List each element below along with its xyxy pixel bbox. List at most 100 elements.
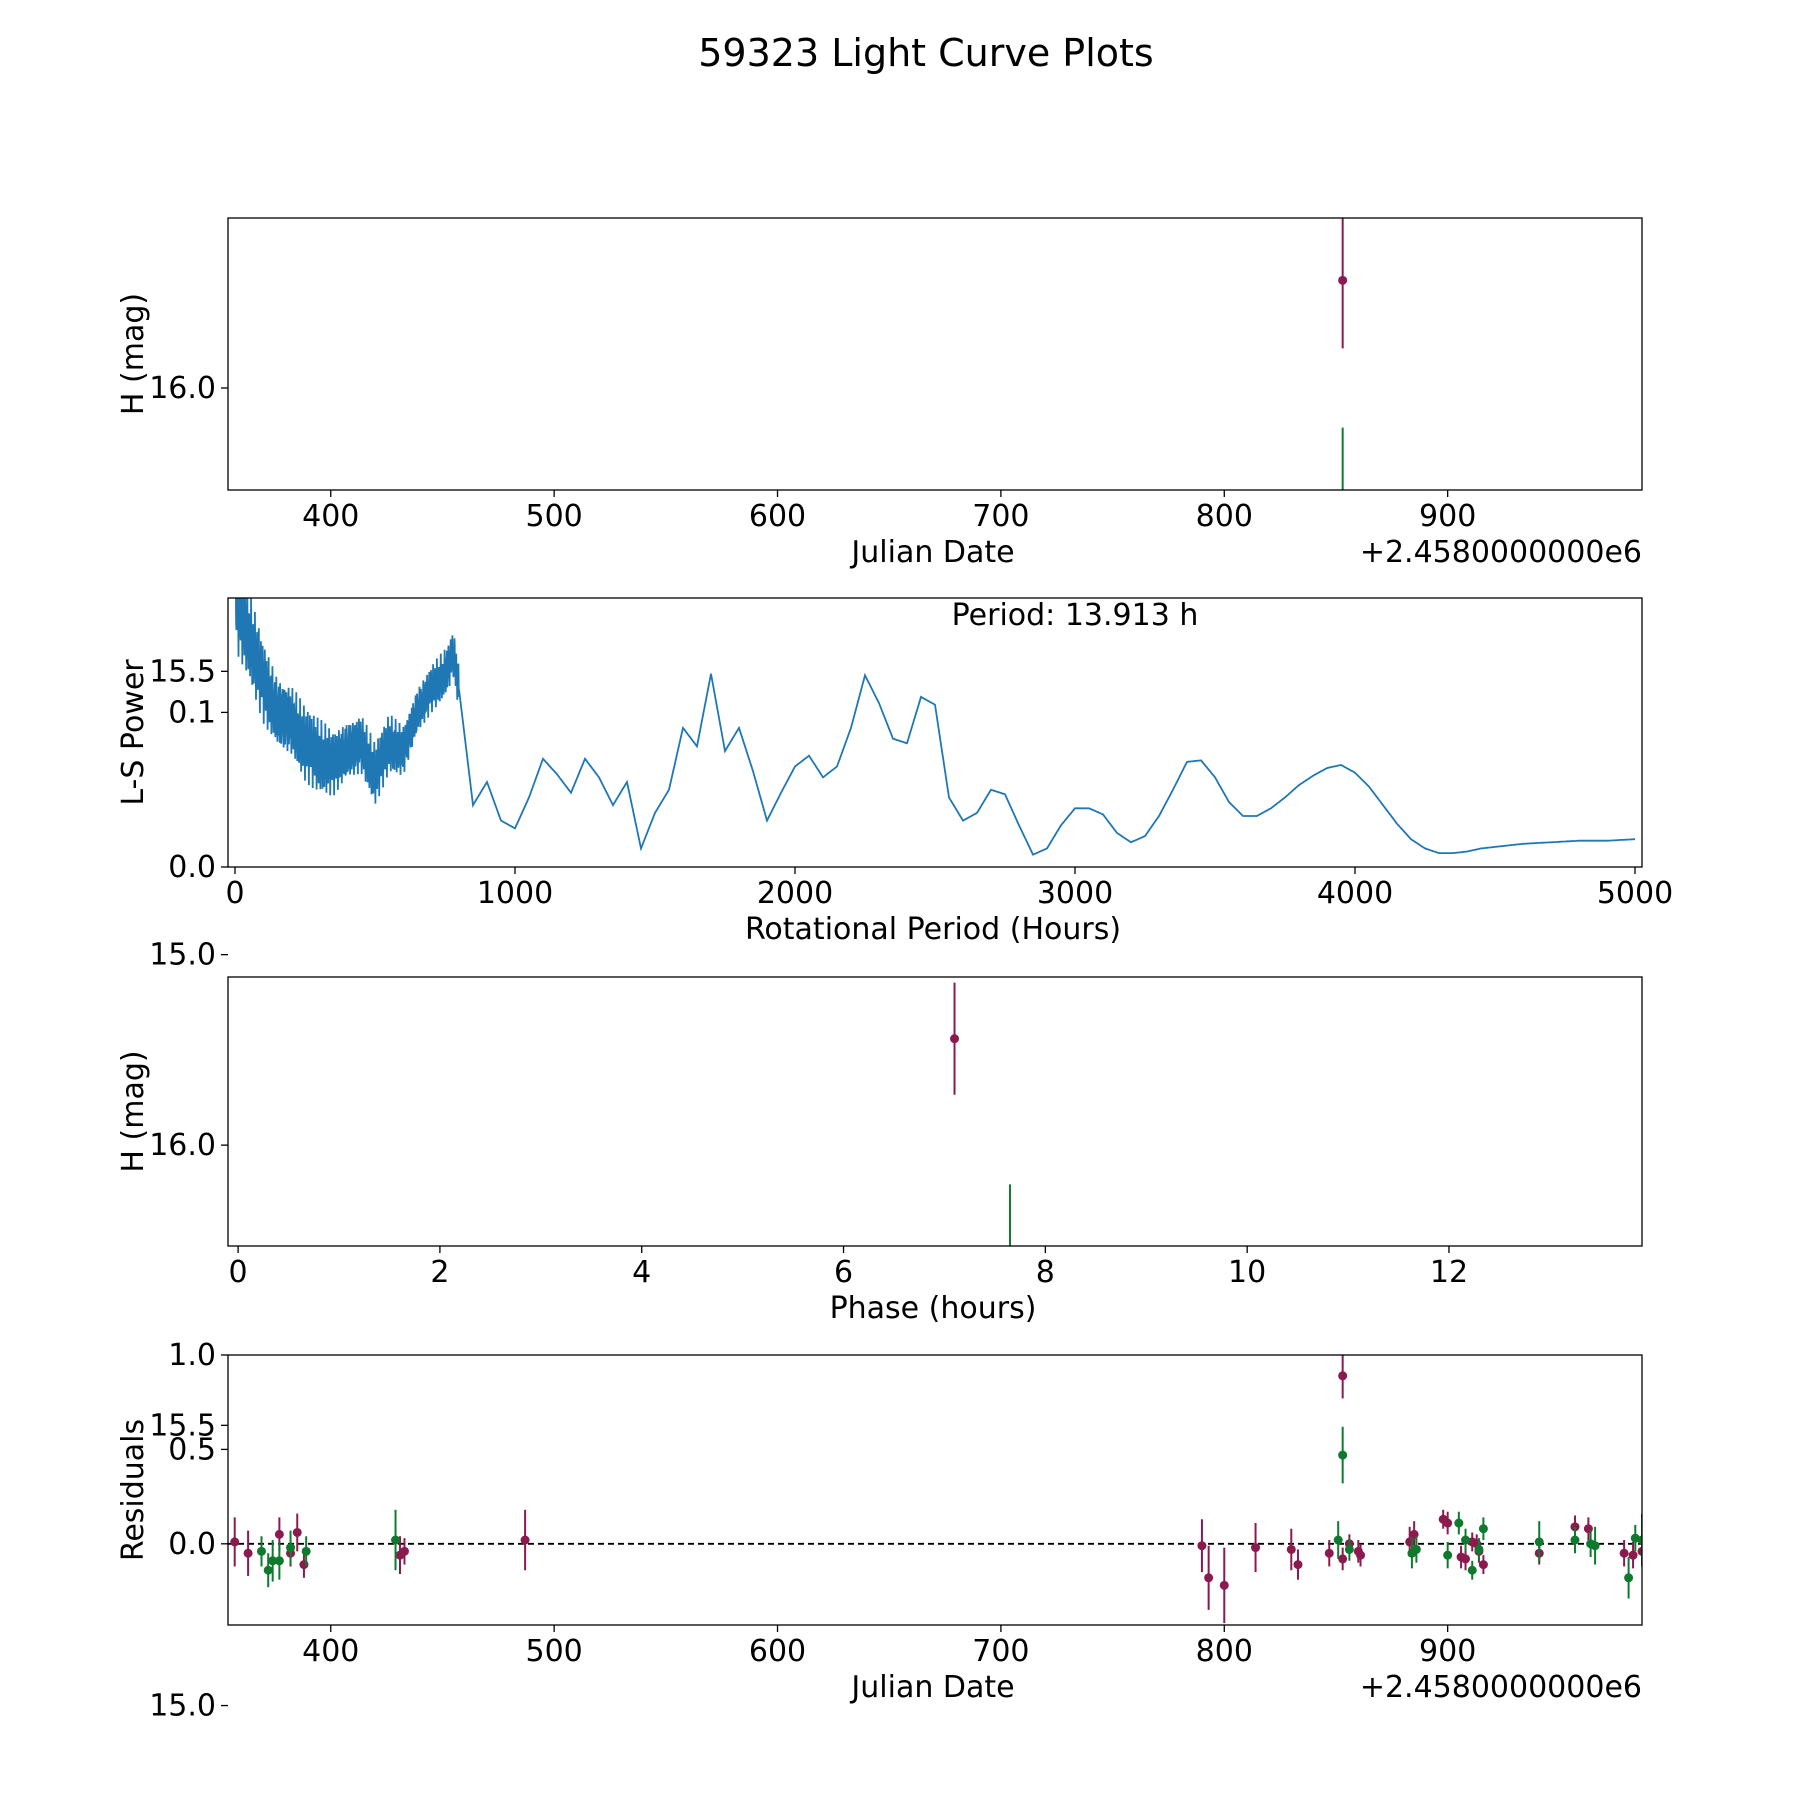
data-point — [501, 1651, 510, 1660]
x-tick-label: 5000 — [1597, 876, 1673, 911]
data-point — [1172, 1611, 1181, 1620]
data-point — [286, 1589, 295, 1598]
y-tick-label: 16.0 — [149, 1128, 216, 1163]
data-point — [1243, 1606, 1252, 1615]
data-point — [1590, 1541, 1600, 1551]
data-point — [1162, 1595, 1171, 1604]
data-point — [391, 837, 400, 846]
ls-power-line — [235, 598, 1636, 856]
data-point — [1197, 1541, 1207, 1551]
data-point — [1479, 831, 1488, 840]
x-tick-label: 600 — [749, 1634, 806, 1669]
data-point — [391, 1535, 401, 1545]
data-point — [657, 1628, 666, 1637]
data-point — [1117, 1527, 1126, 1536]
axes-frame — [227, 597, 1643, 868]
data-point — [1619, 1548, 1629, 1558]
data-point — [399, 1546, 409, 1556]
data-point — [302, 837, 311, 846]
data-point — [1338, 826, 1347, 835]
data-point — [275, 899, 284, 908]
x-tick-label: 4000 — [1317, 876, 1393, 911]
data-point — [1439, 769, 1448, 778]
data-point — [1454, 1518, 1464, 1528]
data-point — [1167, 1600, 1176, 1609]
x-axis-label: Julian Date — [849, 535, 1014, 570]
x-tick-label: 400 — [302, 1634, 359, 1669]
data-point — [1570, 854, 1579, 863]
data-point — [1287, 905, 1296, 914]
x-axis-label: Julian Date — [849, 1670, 1014, 1705]
data-point — [1457, 820, 1466, 829]
data-point — [268, 848, 277, 857]
plot-area — [235, 598, 1636, 856]
data-point — [1286, 1544, 1296, 1554]
data-point — [1338, 1371, 1348, 1381]
data-point — [458, 1578, 467, 1587]
data-point — [268, 1556, 278, 1566]
data-point — [435, 1611, 444, 1620]
x-tick-label: 1000 — [477, 876, 553, 911]
y-tick-label: 15.0 — [149, 938, 216, 973]
data-point — [642, 1656, 651, 1665]
data-point — [1356, 1550, 1366, 1560]
period-annotation: Period: 13.913 h — [952, 598, 1199, 633]
data-point — [257, 1546, 267, 1556]
data-point — [393, 826, 402, 835]
data-point — [1006, 1578, 1015, 1587]
data-point — [551, 1623, 560, 1632]
data-point — [1006, 1264, 1015, 1273]
data-point — [1637, 1535, 1642, 1545]
data-point — [263, 1565, 273, 1575]
x-tick-label: 8 — [1036, 1255, 1055, 1290]
data-point — [1412, 803, 1421, 812]
data-point — [1570, 826, 1579, 835]
y-axis-label: Residuals — [116, 1419, 151, 1561]
data-point — [1574, 1628, 1583, 1637]
data-point — [1624, 1573, 1634, 1583]
data-point — [1523, 1611, 1532, 1620]
x-tick-label: 800 — [1196, 499, 1253, 534]
data-point — [1197, 871, 1206, 880]
x-axis-label: Phase (hours) — [830, 1291, 1037, 1326]
y-tick-label: 15.0 — [149, 1689, 216, 1724]
data-point — [398, 1578, 407, 1587]
y-axis-label: H (mag) — [116, 1050, 151, 1172]
y-axis-label: H (mag) — [116, 293, 151, 415]
y-tick-label: 15.5 — [149, 1408, 216, 1443]
data-point — [629, 1701, 638, 1710]
data-point — [1517, 1600, 1526, 1609]
data-point — [1338, 1554, 1348, 1564]
data-point — [829, 1600, 838, 1609]
data-point — [257, 899, 266, 908]
data-point — [1006, 1522, 1015, 1531]
data-point — [1478, 1560, 1488, 1570]
data-point — [1389, 1578, 1398, 1587]
data-point — [370, 1567, 379, 1576]
data-point — [1338, 769, 1347, 778]
data-point — [1454, 831, 1463, 840]
data-point — [1635, 786, 1644, 795]
data-point — [264, 877, 273, 886]
data-point — [1127, 1589, 1136, 1598]
data-point — [286, 1522, 295, 1531]
data-point — [1061, 1589, 1070, 1598]
data-point — [1410, 820, 1419, 829]
data-point — [1468, 837, 1477, 846]
x-tick-label: 2 — [430, 1255, 449, 1290]
data-point — [1461, 1554, 1471, 1564]
figure-title: 59323 Light Curve Plots — [698, 31, 1153, 75]
data-point — [400, 854, 409, 863]
data-point — [1467, 1565, 1477, 1575]
data-point — [1534, 1537, 1544, 1547]
y-tick-label: 0.0 — [168, 1527, 216, 1562]
data-point — [1303, 1589, 1312, 1598]
x-tick-label: 0 — [225, 876, 244, 911]
data-point — [299, 848, 308, 857]
data-point — [622, 1578, 631, 1587]
data-point — [1474, 837, 1483, 846]
axes-frame — [227, 976, 1643, 1247]
data-point — [1487, 1589, 1496, 1598]
data-point — [1474, 826, 1483, 835]
data-point — [1443, 1518, 1453, 1528]
